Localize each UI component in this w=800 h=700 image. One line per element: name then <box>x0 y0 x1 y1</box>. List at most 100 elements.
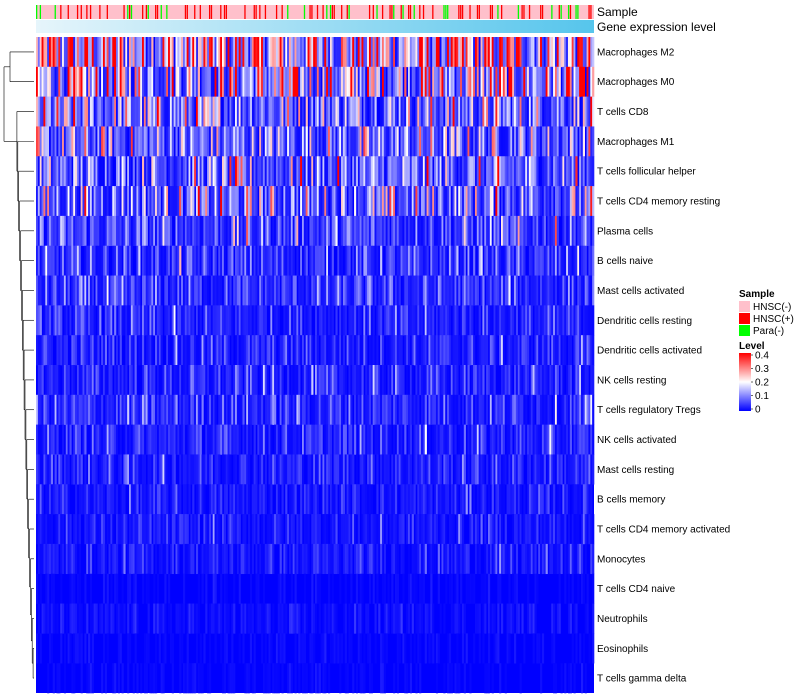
heatmap-cell <box>367 305 370 336</box>
heatmap-cell <box>47 66 50 97</box>
heatmap-cell <box>389 365 392 396</box>
heatmap-cell <box>186 454 189 485</box>
heatmap-cell <box>422 245 426 276</box>
heatmap-cell <box>450 454 453 485</box>
heatmap-cell <box>67 305 70 336</box>
heatmap-cell <box>262 484 266 515</box>
heatmap-cell <box>495 454 498 485</box>
heatmap-cell <box>566 454 569 485</box>
heatmap-cell <box>409 305 413 336</box>
heatmap-cell <box>393 514 396 545</box>
heatmap-cell <box>471 96 474 127</box>
heatmap-cell <box>261 126 264 157</box>
heatmap-cell <box>63 186 67 217</box>
heatmap-cell <box>445 543 448 575</box>
heatmap-cell <box>547 37 550 68</box>
heatmap-cell <box>301 543 305 575</box>
heatmap-cell <box>153 186 156 217</box>
heatmap-cell <box>460 305 463 336</box>
sample-cell <box>478 5 480 19</box>
heatmap-cell <box>47 305 50 336</box>
heatmap-cell <box>396 514 399 545</box>
heatmap-cell <box>169 394 173 425</box>
heatmap-cell <box>346 156 349 187</box>
heatmap-cell <box>86 186 89 217</box>
heatmap-cell <box>409 186 413 217</box>
heatmap-cell <box>136 514 139 545</box>
heatmap-cell <box>112 37 115 68</box>
heatmap-cell <box>424 126 427 157</box>
heatmap-cell <box>251 126 254 157</box>
heatmap-cell <box>374 186 377 217</box>
heatmap-cell <box>458 156 461 187</box>
heatmap-cell <box>231 305 234 336</box>
heatmap-cell <box>579 365 582 396</box>
heatmap-cell <box>521 215 524 247</box>
heatmap-cell <box>380 186 383 217</box>
sample-annotation-track <box>36 5 594 19</box>
heatmap-cell <box>39 186 42 217</box>
heatmap-cell <box>441 96 444 127</box>
heatmap-cell <box>398 37 401 68</box>
heatmap-cell <box>80 394 83 425</box>
heatmap-cell <box>370 186 373 217</box>
heatmap-cell <box>287 126 290 157</box>
heatmap-cell <box>543 156 546 187</box>
heatmap-cell <box>104 335 107 366</box>
heatmap-cell <box>140 37 143 68</box>
heatmap-cell <box>155 543 158 575</box>
heatmap-cell <box>259 215 262 247</box>
heatmap-cell <box>50 186 54 217</box>
heatmap-cell <box>259 543 262 575</box>
heatmap-cell <box>309 454 312 485</box>
heatmap-cell <box>37 514 41 545</box>
sample-cell <box>255 5 257 19</box>
heatmap-cell <box>452 335 455 366</box>
heatmap-cell <box>158 66 161 97</box>
heatmap-cell <box>56 365 59 396</box>
heatmap-cell <box>502 365 506 396</box>
heatmap-cell <box>301 335 305 366</box>
heatmap-cell <box>169 305 173 336</box>
heatmap-cell <box>67 186 70 217</box>
heatmap-cell <box>326 275 329 306</box>
heatmap-cell <box>91 186 94 217</box>
heatmap-cell <box>186 37 189 68</box>
heatmap-cell <box>394 365 398 396</box>
heatmap-cell <box>434 96 437 127</box>
heatmap-cell <box>335 215 338 247</box>
heatmap-cell <box>132 543 135 575</box>
heatmap-cell <box>311 275 314 306</box>
heatmap-cell <box>192 66 195 97</box>
heatmap-cell <box>257 514 260 545</box>
heatmap-cell <box>393 484 396 515</box>
heatmap-cell <box>501 186 504 217</box>
heatmap-cell <box>447 66 450 97</box>
heatmap-cell <box>52 156 55 187</box>
heatmap-cell <box>584 275 587 306</box>
heatmap-cell <box>450 514 453 545</box>
heatmap-cell <box>210 335 213 366</box>
heatmap-cell <box>422 335 426 366</box>
heatmap-cell <box>348 245 351 276</box>
heatmap-cell <box>549 394 552 425</box>
heatmap-cell <box>119 186 122 217</box>
heatmap-cell <box>110 454 113 485</box>
sample-cell <box>517 5 520 19</box>
heatmap-cell <box>257 275 260 306</box>
heatmap-cell <box>108 215 111 247</box>
heatmap-cell <box>195 394 199 425</box>
heatmap-cell <box>543 394 546 425</box>
heatmap-cell <box>556 305 559 336</box>
heatmap-cell <box>274 66 277 97</box>
heatmap-cell <box>60 37 63 68</box>
heatmap-cell <box>541 66 545 97</box>
heatmap-cell <box>207 543 210 575</box>
heatmap-cell <box>448 126 452 157</box>
heatmap-cell <box>179 514 182 545</box>
heatmap-cell <box>547 186 550 217</box>
heatmap-cell <box>432 245 435 276</box>
heatmap-cell <box>117 365 120 396</box>
heatmap-cell <box>259 394 262 425</box>
heatmap-cell <box>272 365 275 396</box>
